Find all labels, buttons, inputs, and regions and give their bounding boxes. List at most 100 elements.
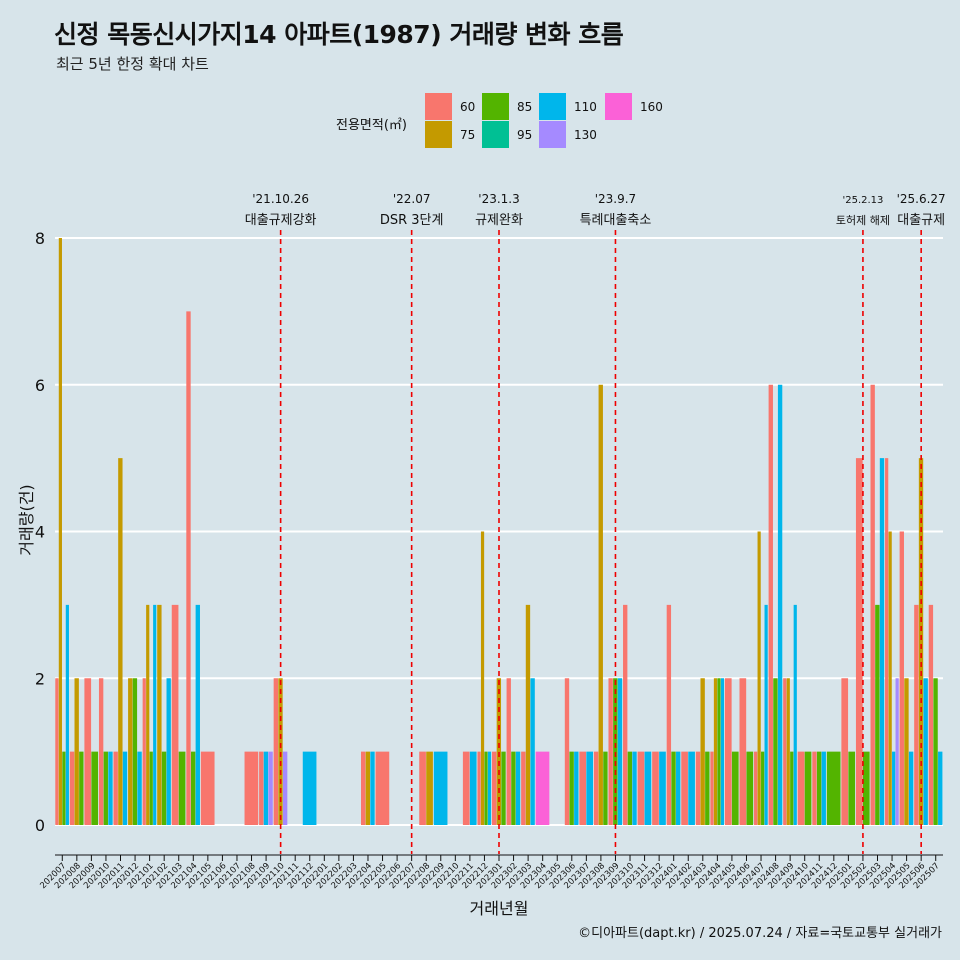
bar-202502-60 [855,458,863,825]
bar-202503-85 [875,604,880,825]
legend-label: 160 [640,99,663,114]
chart-subtitle: 최근 5년 한정 확대 차트 [56,55,209,73]
bar-202506-75 [918,458,924,825]
bar-202506-110 [923,678,928,825]
y-tick-label: 6 [35,376,45,395]
bar-202504-75 [888,531,892,825]
event-date: '25.2.13 [842,195,883,206]
bar-202308-60 [593,751,599,825]
bar-202307-110 [586,751,594,825]
legend-item-110: 110 [539,93,597,120]
bar-202505-110 [908,751,914,825]
bar-202102-110 [166,678,171,825]
bar-202209-110 [433,751,448,825]
bar-202303-110 [530,678,535,825]
bar-202404-75 [713,678,718,825]
bar-202503-60 [870,384,875,825]
bar-202403-85 [705,751,710,825]
bar-202405-85 [731,751,739,825]
bar-202007-60 [55,678,59,825]
bar-202108-60 [244,751,259,825]
event-date: '23.9.7 [595,192,636,206]
y-tick-label: 0 [35,816,45,835]
bar-202408-60 [768,384,773,825]
bar-202405-60 [724,678,732,825]
bar-202204-75 [365,751,371,825]
event-label: 토허제 해제 [836,213,890,227]
y-tick-label: 4 [35,523,45,542]
y-tick-label: 2 [35,669,45,688]
bar-202504-60 [885,458,889,825]
legend-label: 60 [460,99,476,114]
bar-202104-60 [186,311,191,825]
bar-202112-110 [302,751,317,825]
legend-item-130: 130 [539,121,597,148]
bar-202007-85 [62,751,66,825]
bar-202306-60 [564,678,570,825]
bar-202211-60 [462,751,470,825]
bar-202103-60 [171,604,179,825]
bar-202406-60 [739,678,747,825]
bar-202007-75 [58,238,62,825]
event-date: '25.6.27 [897,192,946,206]
bar-202007-110 [65,604,69,825]
bar-202310-110 [632,751,637,825]
bar-202410-85 [804,751,812,825]
bar-202012-110 [137,751,142,825]
bar-202110-130 [282,751,288,825]
bar-202312-60 [652,751,659,825]
bar-202411-110 [821,751,826,825]
legend-item-85: 85 [482,93,532,120]
bar-202301-85 [501,751,506,825]
bar-202109-60 [259,751,264,825]
bar-202009-85 [91,751,99,825]
bar-202208-75 [426,751,433,825]
bar-202105-60 [200,751,215,825]
legend-label: 75 [460,127,476,142]
bar-202507-85 [933,678,938,825]
event-label: 특례대출축소 [580,213,652,228]
bar-202505-60 [899,531,904,825]
bar-202302-110 [515,751,521,825]
bar-202505-75 [904,678,909,825]
bar-202309-85 [613,678,618,825]
legend-swatch [539,121,566,148]
bar-202403-75 [700,678,705,825]
bar-202301-60 [492,751,497,825]
bar-202409-75 [786,678,790,825]
bar-202101-85 [149,751,153,825]
legend-item-160: 160 [605,93,663,120]
bar-202507-60 [928,604,934,825]
bar-202404-85 [717,678,721,825]
bar-202212-60 [477,751,481,825]
bar-202008-60 [69,751,75,825]
bar-202101-60 [142,678,146,825]
bar-202012-75 [128,678,133,825]
event-date: '22.07 [393,192,431,206]
legend-item-95: 95 [482,121,532,148]
bar-202103-85 [178,751,186,825]
bar-202104-85 [190,751,196,825]
bar-202308-75 [598,384,603,825]
bar-202212-85 [484,751,488,825]
bar-202501-85 [848,751,856,825]
bar-202404-110 [720,678,725,825]
bar-202408-110 [777,384,783,825]
bar-202312-110 [659,751,666,825]
bar-202501-60 [841,678,849,825]
bar-202204-110 [370,751,375,825]
legend-item-75: 75 [425,121,475,148]
bar-202309-110 [617,678,623,825]
event-label: DSR 3단계 [380,213,444,228]
bar-202009-60 [84,678,92,825]
bar-202212-75 [480,531,485,825]
legend-swatch [482,93,509,120]
bar-202504-130 [895,678,899,825]
bar-202208-60 [419,751,426,825]
bar-202310-60 [623,604,628,825]
bar-202407-60 [754,751,758,825]
bar-202303-75 [525,604,531,825]
bar-202410-60 [797,751,805,825]
bar-202407-110 [764,604,768,825]
bar-202303-60 [521,751,526,825]
